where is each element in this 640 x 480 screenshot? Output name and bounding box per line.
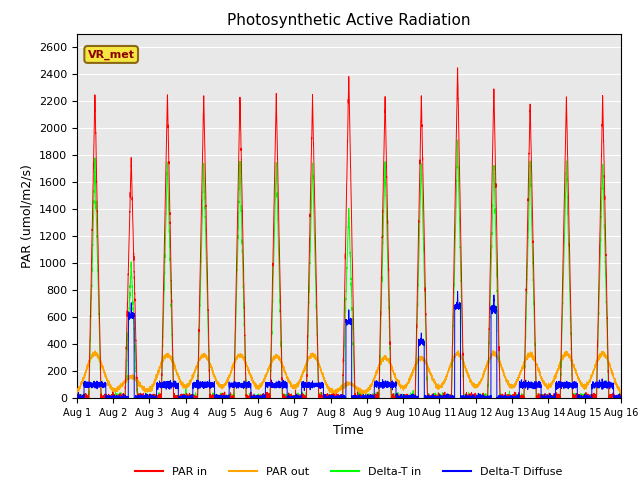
Y-axis label: PAR (umol/m2/s): PAR (umol/m2/s) bbox=[20, 164, 33, 268]
Legend: PAR in, PAR out, Delta-T in, Delta-T Diffuse: PAR in, PAR out, Delta-T in, Delta-T Dif… bbox=[131, 462, 567, 480]
X-axis label: Time: Time bbox=[333, 424, 364, 437]
Text: VR_met: VR_met bbox=[88, 49, 134, 60]
Title: Photosynthetic Active Radiation: Photosynthetic Active Radiation bbox=[227, 13, 470, 28]
